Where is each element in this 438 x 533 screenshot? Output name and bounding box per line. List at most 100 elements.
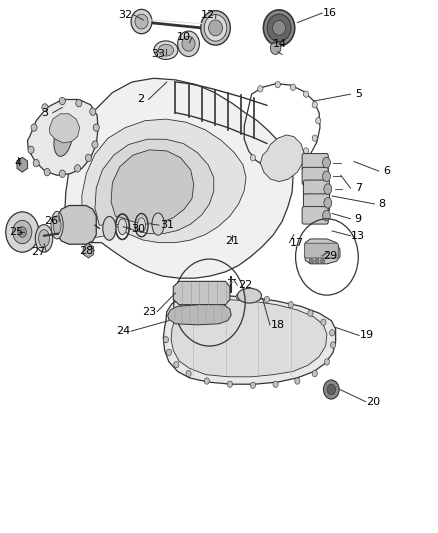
Ellipse shape: [182, 36, 195, 51]
FancyBboxPatch shape: [302, 167, 328, 185]
Ellipse shape: [272, 20, 286, 35]
Text: 8: 8: [378, 199, 386, 209]
Circle shape: [236, 294, 241, 300]
Text: 33: 33: [151, 50, 165, 59]
Circle shape: [309, 259, 314, 264]
FancyBboxPatch shape: [304, 243, 338, 258]
Ellipse shape: [263, 10, 295, 46]
Text: 19: 19: [360, 330, 374, 341]
Circle shape: [264, 296, 269, 303]
Circle shape: [166, 349, 172, 356]
Circle shape: [312, 370, 318, 377]
Ellipse shape: [178, 31, 199, 56]
Circle shape: [92, 141, 98, 148]
Circle shape: [304, 148, 309, 154]
Text: 21: 21: [225, 236, 239, 246]
Polygon shape: [260, 135, 304, 182]
Circle shape: [74, 165, 81, 172]
Polygon shape: [28, 100, 98, 175]
Circle shape: [186, 370, 191, 377]
Text: 26: 26: [44, 216, 59, 227]
Circle shape: [262, 163, 267, 169]
Circle shape: [18, 227, 27, 237]
Polygon shape: [173, 281, 230, 305]
Circle shape: [163, 336, 169, 343]
FancyBboxPatch shape: [302, 207, 328, 224]
Ellipse shape: [135, 14, 148, 29]
Text: 32: 32: [118, 10, 132, 20]
Text: 17: 17: [290, 238, 304, 248]
Polygon shape: [64, 78, 293, 278]
Text: 24: 24: [116, 326, 131, 336]
Ellipse shape: [324, 184, 332, 195]
Circle shape: [316, 117, 321, 124]
Text: 13: 13: [351, 231, 365, 241]
Text: 31: 31: [160, 220, 174, 230]
Polygon shape: [305, 239, 340, 264]
FancyBboxPatch shape: [304, 194, 329, 212]
Text: 14: 14: [273, 39, 287, 49]
Circle shape: [324, 359, 329, 365]
Polygon shape: [171, 300, 327, 377]
Text: 7: 7: [355, 183, 362, 193]
Circle shape: [93, 124, 99, 131]
Circle shape: [288, 302, 293, 308]
Text: 4: 4: [14, 158, 21, 168]
Ellipse shape: [267, 14, 291, 42]
Circle shape: [270, 42, 281, 54]
Text: 10: 10: [177, 33, 191, 43]
Ellipse shape: [154, 41, 178, 60]
Text: 2: 2: [137, 94, 144, 104]
Circle shape: [321, 259, 325, 264]
Circle shape: [312, 135, 318, 141]
Circle shape: [44, 168, 50, 176]
Text: 25: 25: [9, 227, 23, 237]
Text: 20: 20: [367, 397, 381, 407]
Ellipse shape: [204, 14, 227, 41]
Ellipse shape: [35, 224, 53, 252]
Circle shape: [31, 124, 37, 131]
Text: 29: 29: [323, 251, 337, 261]
Circle shape: [85, 154, 92, 161]
Circle shape: [312, 102, 318, 108]
Circle shape: [182, 295, 187, 302]
Circle shape: [304, 91, 309, 98]
Circle shape: [227, 381, 233, 387]
Circle shape: [13, 220, 32, 244]
Ellipse shape: [103, 216, 116, 240]
Ellipse shape: [158, 44, 173, 56]
FancyBboxPatch shape: [304, 180, 329, 198]
Circle shape: [59, 170, 65, 177]
Ellipse shape: [51, 212, 63, 239]
Circle shape: [28, 146, 34, 154]
Text: 16: 16: [323, 8, 337, 18]
Circle shape: [308, 310, 313, 317]
Circle shape: [321, 319, 326, 325]
Circle shape: [275, 82, 280, 88]
Ellipse shape: [208, 20, 223, 36]
Circle shape: [90, 108, 96, 115]
Text: 6: 6: [383, 166, 390, 176]
Circle shape: [329, 329, 335, 336]
Ellipse shape: [322, 211, 330, 221]
Circle shape: [76, 100, 82, 107]
Polygon shape: [111, 150, 194, 224]
Text: 18: 18: [271, 320, 285, 330]
Circle shape: [291, 163, 297, 169]
Circle shape: [330, 342, 336, 348]
Circle shape: [295, 378, 300, 384]
Circle shape: [174, 361, 179, 368]
Ellipse shape: [237, 288, 261, 303]
Circle shape: [323, 380, 339, 399]
Circle shape: [59, 98, 65, 105]
Circle shape: [6, 212, 39, 252]
Circle shape: [290, 84, 296, 91]
Circle shape: [208, 294, 213, 300]
Ellipse shape: [53, 216, 61, 235]
Polygon shape: [168, 305, 231, 325]
Text: 3: 3: [42, 108, 49, 118]
Circle shape: [251, 382, 255, 389]
Text: 9: 9: [355, 214, 362, 224]
Ellipse shape: [39, 230, 49, 247]
Ellipse shape: [138, 217, 145, 232]
